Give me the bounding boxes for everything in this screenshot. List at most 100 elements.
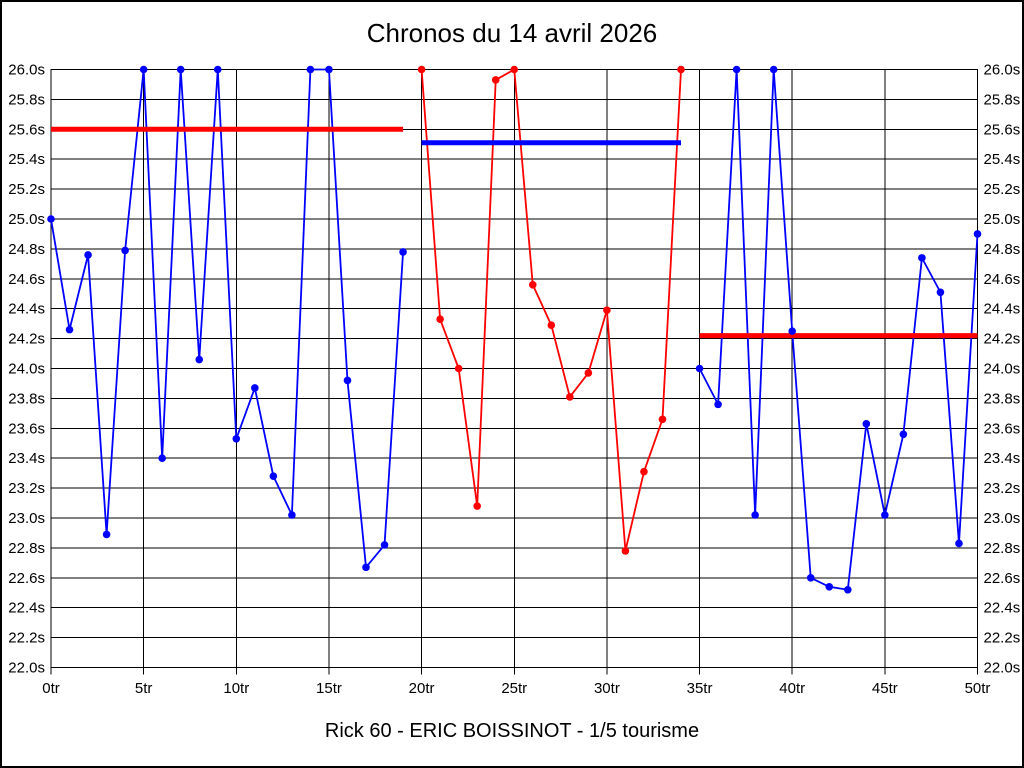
run-3-lap-times-marker xyxy=(936,288,945,297)
run-3-lap-times-marker xyxy=(732,65,741,74)
y-tick-label-right: 23.8s xyxy=(984,390,1021,407)
y-tick-label-left: 22.6s xyxy=(8,570,45,587)
y-tick-label-right: 26.0s xyxy=(984,62,1021,79)
run-3-lap-times-marker xyxy=(955,539,963,548)
y-tick-label-right: 23.4s xyxy=(984,450,1021,467)
y-tick-label-left: 25.8s xyxy=(8,91,45,108)
y-tick-label-left: 23.8s xyxy=(8,390,45,407)
x-tick-label: 30tr xyxy=(594,680,620,697)
y-tick-label-left: 24.4s xyxy=(8,301,45,318)
run-1-lap-times-marker xyxy=(195,355,204,364)
x-tick-label: 35tr xyxy=(687,680,713,697)
run-1-lap-times-marker xyxy=(399,248,407,256)
run-1-lap-times-marker xyxy=(176,65,185,74)
x-axis-labels: 0tr 5tr 10tr 15tr 20tr 25tr 30tr 35tr 40tr 45tr 50… xyxy=(42,680,990,697)
run-3-lap-times-marker xyxy=(899,430,908,439)
run-1-lap-times-marker xyxy=(102,530,111,539)
run-1-lap-times-marker xyxy=(121,246,129,255)
y-tick-label-right: 23.6s xyxy=(984,420,1021,437)
run-2-lap-times-marker xyxy=(621,547,630,555)
run-3-lap-times-marker xyxy=(788,327,796,335)
y-tick-label-left: 24.8s xyxy=(8,241,45,258)
y-tick-label-right: 25.6s xyxy=(984,121,1021,138)
run-3-lap-times-marker xyxy=(714,400,722,409)
y-tick-label-left: 23.0s xyxy=(8,510,45,527)
x-axis-ticks xyxy=(50,667,978,675)
y-tick-label-left: 24.6s xyxy=(8,271,45,288)
run-1-lap-times-marker xyxy=(158,454,166,463)
y-tick-label-right: 24.6s xyxy=(984,271,1021,288)
run-1-lap-times-marker xyxy=(380,541,389,549)
run-1-lap-times-marker xyxy=(65,325,74,334)
y-tick-label-left: 26.0s xyxy=(8,62,45,79)
run-2-lap-times-marker xyxy=(584,369,593,377)
y-tick-label-right: 25.4s xyxy=(984,151,1021,168)
y-tick-label-right: 24.8s xyxy=(984,241,1021,258)
chart-title: Chronos du 14 avril 2026 xyxy=(366,18,658,48)
run-2-lap-times-marker xyxy=(640,467,648,476)
run-1-lap-times-marker xyxy=(306,65,315,74)
run-2-lap-times-marker xyxy=(491,76,500,84)
run-3-lap-times-marker xyxy=(695,364,704,373)
y-tick-label-right: 25.2s xyxy=(984,181,1021,198)
x-tick-label: 25tr xyxy=(501,680,527,697)
y-tick-label-right: 24.2s xyxy=(984,331,1021,348)
reference-lines xyxy=(51,126,978,339)
chart-subtitle: Rick 60 - ERIC BOISSINOT - 1/5 tourisme xyxy=(324,720,700,742)
y-tick-label-right: 23.0s xyxy=(984,510,1021,527)
run-1-lap-times-marker xyxy=(213,65,222,74)
y-tick-label-left: 22.2s xyxy=(8,630,45,647)
y-tick-label-left: 25.4s xyxy=(8,151,45,168)
y-tick-label-left: 24.0s xyxy=(8,361,45,378)
y-tick-label-right: 24.0s xyxy=(984,361,1021,378)
grid-lines xyxy=(50,68,979,669)
run-3-lap-times-marker xyxy=(918,254,926,262)
y-tick-label-left: 25.2s xyxy=(8,181,45,198)
y-tick-label-right: 25.0s xyxy=(984,211,1021,228)
run-1-lap-times-marker xyxy=(269,472,278,480)
y-tick-label-left: 22.0s xyxy=(8,660,45,677)
run-3-lap-times-marker xyxy=(881,511,889,519)
run-3-lap-times-marker xyxy=(843,585,852,594)
x-tick-label: 45tr xyxy=(872,680,898,697)
run-3-lap-times-marker xyxy=(862,420,871,428)
run-1-lap-times-marker xyxy=(84,251,92,259)
run-3-lap-times-marker xyxy=(973,230,982,238)
run-2-lap-times-marker xyxy=(473,502,481,510)
run-2-lap-times-marker xyxy=(510,65,519,74)
run-2-lap-times-marker xyxy=(658,415,667,424)
y-tick-label-left: 23.6s xyxy=(8,420,45,437)
run-2-lap-times-marker xyxy=(603,306,611,314)
run-2-lap-times-marker xyxy=(528,280,537,289)
run-2-lap-times-marker xyxy=(454,364,463,373)
y-tick-label-left: 22.4s xyxy=(8,600,45,617)
y-tick-label-right: 22.2s xyxy=(984,630,1021,647)
x-tick-label: 5tr xyxy=(135,680,153,697)
y-tick-label-right: 25.8s xyxy=(984,91,1021,108)
x-tick-label: 20tr xyxy=(409,680,435,697)
run-1-lap-times-marker xyxy=(343,376,352,385)
series-markers xyxy=(47,65,982,594)
y-tick-label-left: 22.8s xyxy=(8,540,45,557)
y-axis-labels-left: 26.0s 25.8s 25.6s 25.4s 25.2s 25.0s 24.8s 24.6s… xyxy=(8,62,45,677)
x-tick-label: 10tr xyxy=(223,680,249,697)
run-1-lap-times-marker xyxy=(325,65,333,74)
run-3-lap-times-polyline xyxy=(698,68,979,591)
y-tick-label-right: 22.0s xyxy=(984,660,1021,677)
run-3-lap-times-marker xyxy=(806,574,815,582)
y-tick-label-right: 22.4s xyxy=(984,600,1021,617)
run-1-lap-times-marker xyxy=(288,511,296,519)
x-tick-label: 15tr xyxy=(316,680,342,697)
y-tick-label-left: 23.2s xyxy=(8,480,45,497)
y-tick-label-right: 24.4s xyxy=(984,301,1021,318)
y-tick-label-left: 25.0s xyxy=(8,211,45,228)
run-1-lap-times-marker xyxy=(251,384,259,392)
x-tick-label: 50tr xyxy=(965,680,991,697)
run-2-lap-times-marker xyxy=(547,321,556,329)
y-tick-label-left: 25.6s xyxy=(8,121,45,138)
run-1-lap-times-marker xyxy=(139,65,148,74)
run-2-lap-times-marker xyxy=(436,315,444,323)
run-2-lap-times-marker xyxy=(417,65,426,74)
